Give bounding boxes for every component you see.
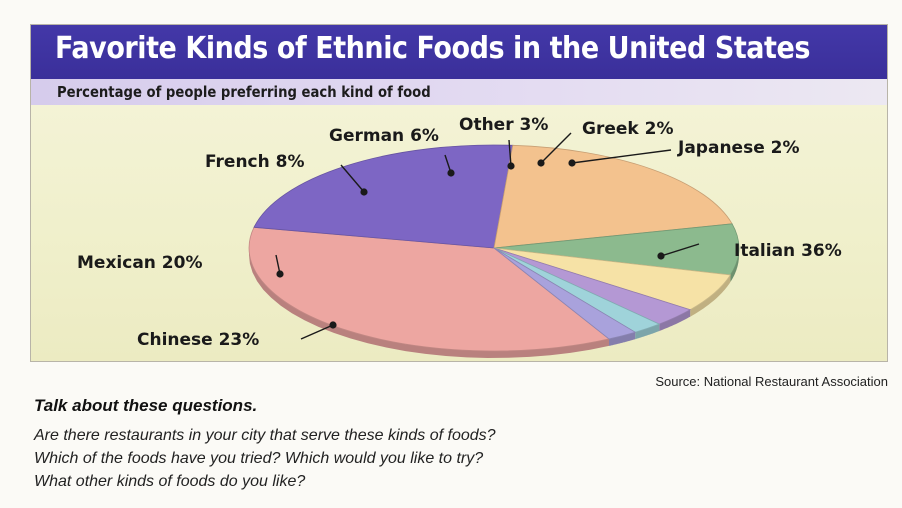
chart-subtitle: Percentage of people preferring each kin… bbox=[57, 83, 431, 101]
slice-label-mexican: Mexican 20% bbox=[77, 253, 203, 273]
slice-label-other: Other 3% bbox=[459, 115, 548, 135]
leader-dot bbox=[276, 270, 284, 278]
pie-slice-chinese bbox=[253, 144, 514, 249]
leader-line bbox=[571, 149, 672, 164]
questions-heading: Talk about these questions. bbox=[34, 396, 258, 415]
pie-slice-italian bbox=[248, 226, 610, 352]
question-item: Which of the foods have you tried? Which… bbox=[34, 450, 484, 467]
leader-line bbox=[340, 164, 365, 193]
title-bar: Favorite Kinds of Ethnic Foods in the Un… bbox=[31, 25, 887, 79]
slice-label-italian: Italian 36% bbox=[734, 241, 842, 261]
leader-line bbox=[300, 324, 334, 340]
slice-label-german: German 6% bbox=[329, 126, 439, 146]
leader-dot bbox=[507, 162, 515, 170]
leader-dot bbox=[568, 159, 576, 167]
leader-line bbox=[508, 139, 512, 167]
leader-line bbox=[540, 132, 572, 164]
slice-label-japanese: Japanese 2% bbox=[677, 138, 800, 158]
pie-labels: Italian 36% Chinese 23% Mexican 20% French … bbox=[77, 115, 842, 350]
pie-depth bbox=[249, 248, 739, 358]
slice-label-chinese: Chinese 23% bbox=[137, 330, 259, 350]
leader-dot bbox=[537, 159, 545, 167]
question-item: What other kinds of foods do you like? bbox=[34, 473, 306, 490]
pie-slice-mexican bbox=[493, 144, 733, 249]
pie-slice-japanese bbox=[493, 247, 637, 340]
question-item: Are there restaurants in your city that … bbox=[34, 427, 496, 444]
slice-label-french: French 8% bbox=[205, 152, 305, 172]
leader-dot bbox=[329, 321, 337, 329]
leader-dot bbox=[447, 169, 455, 177]
leader-line bbox=[660, 243, 700, 257]
pie-chart: Italian 36% Chinese 23% Mexican 20% French … bbox=[77, 115, 842, 358]
chart-title: Favorite Kinds of Ethnic Foods in the Un… bbox=[55, 31, 810, 66]
slice-label-greek: Greek 2% bbox=[582, 119, 673, 139]
chart-card: Favorite Kinds of Ethnic Foods in the Un… bbox=[30, 24, 888, 362]
source-note: Source: National Restaurant Association bbox=[655, 374, 888, 389]
questions-list: Are there restaurants in your city that … bbox=[34, 424, 496, 493]
leader-dot bbox=[657, 252, 665, 260]
leader-dot bbox=[360, 188, 368, 196]
subtitle-bar: Percentage of people preferring each kin… bbox=[31, 79, 887, 105]
pie-slice-french bbox=[493, 223, 740, 276]
